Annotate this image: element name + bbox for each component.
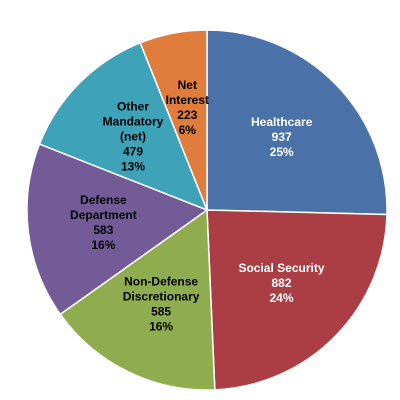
slice-label: Defense Department 583 16% xyxy=(70,193,137,252)
pie-slice xyxy=(59,208,216,391)
slice-category-text: Net xyxy=(178,78,197,92)
slice-percent-text: 16% xyxy=(91,238,115,252)
slice-percent-text: 13% xyxy=(121,159,145,173)
slice-category-text: Non-Defense xyxy=(124,274,198,288)
pie-slice xyxy=(26,143,209,316)
slice-value-text: 223 xyxy=(177,108,197,122)
pie-slice xyxy=(38,41,209,212)
slice-label: Healthcare 937 25% xyxy=(251,115,313,159)
slice-category-text: Interest xyxy=(166,93,209,107)
pie-slice xyxy=(206,209,388,391)
slice-category-text: Mandatory xyxy=(103,114,164,128)
slice-category-text: Discretionary xyxy=(123,289,200,303)
slice-percent-text: 16% xyxy=(149,319,173,333)
slice-value-text: 479 xyxy=(123,144,143,158)
slice-percent-text: 24% xyxy=(269,291,293,305)
slice-label: Social Security 882 24% xyxy=(238,261,324,305)
slice-value-text: 585 xyxy=(151,304,171,318)
slice-value-text: 882 xyxy=(271,276,291,290)
slice-category-text: Defense xyxy=(80,193,127,207)
slice-category-text: Healthcare xyxy=(251,115,313,129)
slice-percent-text: 6% xyxy=(179,123,197,137)
pie-slice xyxy=(139,29,208,211)
slice-category-text: Social Security xyxy=(238,261,324,275)
slice-category-text: Other xyxy=(117,99,149,113)
slice-label: Non-Defense Discretionary 585 16% xyxy=(123,274,200,333)
slice-percent-text: 25% xyxy=(270,145,294,159)
pie-slice xyxy=(206,29,388,216)
slice-value-text: 937 xyxy=(272,130,292,144)
slice-label: Other Mandatory (net) 479 13% xyxy=(103,99,164,173)
slice-label: Net Interest 223 6% xyxy=(166,78,209,137)
slice-value-text: 583 xyxy=(93,223,113,237)
slice-category-text: Department xyxy=(70,208,137,222)
slice-category-text: (net) xyxy=(120,129,146,143)
